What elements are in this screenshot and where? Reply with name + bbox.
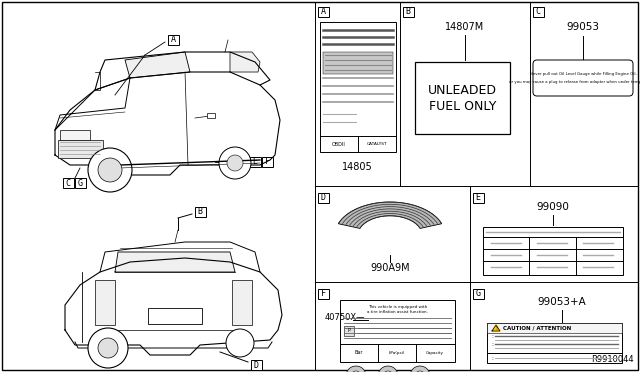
Bar xyxy=(250,157,260,167)
Text: or you may cause a plug to release from adapter when under temperature.: or you may cause a plug to release from … xyxy=(509,80,640,84)
Circle shape xyxy=(98,158,122,182)
Bar xyxy=(344,326,354,336)
Circle shape xyxy=(351,371,361,372)
Text: C: C xyxy=(65,179,70,187)
Text: P: P xyxy=(348,328,351,334)
Bar xyxy=(317,289,328,299)
Text: 990A9M: 990A9M xyxy=(370,263,410,273)
Text: CAUTION / ATTENTION: CAUTION / ATTENTION xyxy=(503,326,571,330)
Bar xyxy=(58,140,103,158)
Polygon shape xyxy=(230,52,260,72)
Text: E: E xyxy=(253,157,257,167)
Text: :: : xyxy=(491,334,493,340)
Bar xyxy=(63,178,74,188)
Circle shape xyxy=(98,338,118,358)
Text: :: : xyxy=(491,356,493,360)
Bar xyxy=(472,289,483,299)
Bar xyxy=(232,280,252,325)
Text: OBDII: OBDII xyxy=(332,141,346,147)
Bar xyxy=(532,7,543,17)
Polygon shape xyxy=(125,52,190,78)
Bar xyxy=(195,207,205,217)
Circle shape xyxy=(383,371,393,372)
Circle shape xyxy=(88,148,132,192)
Text: Bar: Bar xyxy=(355,350,364,356)
Text: F: F xyxy=(321,289,326,298)
Text: 14805: 14805 xyxy=(342,162,372,172)
Bar xyxy=(317,193,328,203)
Text: D: D xyxy=(253,360,259,369)
Circle shape xyxy=(88,328,128,368)
Text: G: G xyxy=(77,179,83,187)
Text: 40750X—: 40750X— xyxy=(325,314,365,323)
Text: 14807M: 14807M xyxy=(445,22,484,32)
Text: D: D xyxy=(321,193,326,202)
Text: A: A xyxy=(321,7,326,16)
Text: G: G xyxy=(476,289,481,298)
FancyBboxPatch shape xyxy=(533,60,633,96)
Text: 99090: 99090 xyxy=(536,202,570,212)
Text: B: B xyxy=(406,7,410,16)
Text: C: C xyxy=(536,7,541,16)
Circle shape xyxy=(219,147,251,179)
Text: B: B xyxy=(198,208,202,217)
Bar xyxy=(74,178,86,188)
Text: This vehicle is equipped with: This vehicle is equipped with xyxy=(368,305,427,309)
Circle shape xyxy=(346,366,366,372)
Text: F: F xyxy=(264,157,269,167)
Bar xyxy=(95,280,115,325)
Text: kPa(psi): kPa(psi) xyxy=(389,351,405,355)
Bar xyxy=(323,52,393,74)
Bar xyxy=(317,7,328,17)
Bar xyxy=(487,323,622,363)
Bar xyxy=(168,35,179,45)
Bar xyxy=(250,360,262,370)
Text: FUEL ONLY: FUEL ONLY xyxy=(429,100,496,113)
Text: Capacity: Capacity xyxy=(426,351,444,355)
Bar xyxy=(403,7,413,17)
Text: R9910044: R9910044 xyxy=(591,355,634,364)
Bar xyxy=(483,227,623,275)
Bar xyxy=(320,22,396,152)
Text: Never pull out Oil Level Gauge while Filling Engine Oil,: Never pull out Oil Level Gauge while Fil… xyxy=(530,72,636,76)
Bar xyxy=(148,308,202,324)
Bar xyxy=(60,130,90,140)
Text: CATALYST: CATALYST xyxy=(367,142,387,146)
Text: E: E xyxy=(476,193,481,202)
Circle shape xyxy=(226,329,254,357)
Bar xyxy=(487,323,622,333)
Circle shape xyxy=(410,366,430,372)
Text: 99053: 99053 xyxy=(566,22,600,32)
Text: UNLEADED: UNLEADED xyxy=(428,84,497,97)
Text: 99053+A: 99053+A xyxy=(538,297,586,307)
Circle shape xyxy=(415,371,425,372)
Text: :: : xyxy=(491,343,493,347)
Bar xyxy=(262,157,273,167)
Text: A: A xyxy=(170,35,175,45)
Text: !: ! xyxy=(495,327,497,331)
Text: a tire inflation assist function.: a tire inflation assist function. xyxy=(367,310,428,314)
Bar xyxy=(207,113,215,118)
Circle shape xyxy=(378,366,398,372)
PathPatch shape xyxy=(339,202,442,228)
Polygon shape xyxy=(492,325,500,331)
Circle shape xyxy=(227,155,243,171)
Bar xyxy=(415,62,510,134)
Bar xyxy=(472,193,483,203)
Bar xyxy=(340,300,455,362)
Polygon shape xyxy=(115,252,235,272)
